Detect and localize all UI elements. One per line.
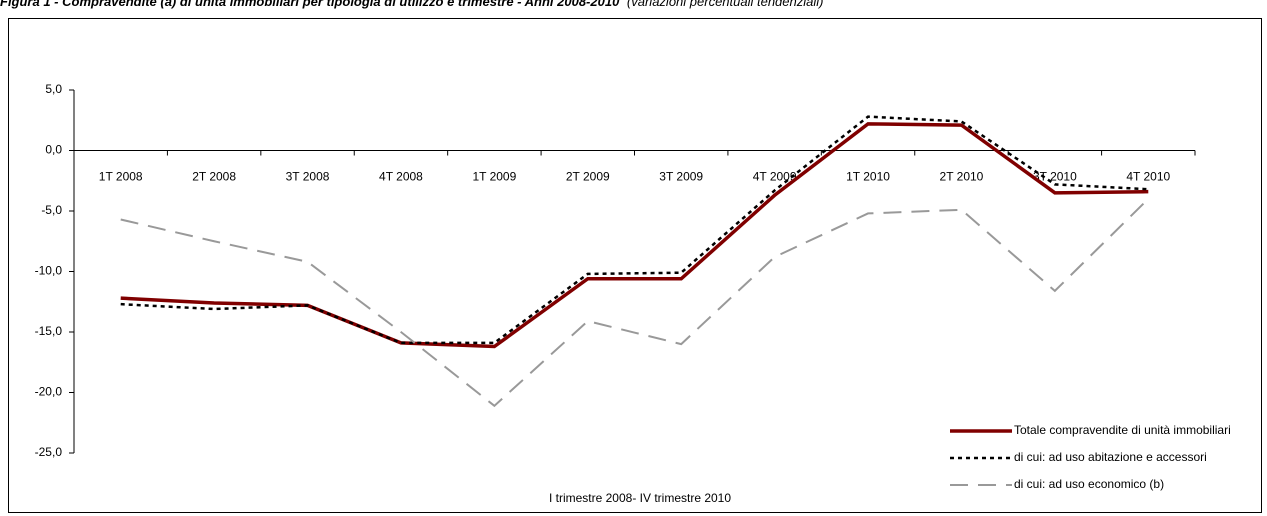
y-tick-label: -20,0 bbox=[35, 385, 63, 399]
chart-title: Figura 1 - Compravendite (a) di unità im… bbox=[0, 0, 620, 9]
y-tick-label: 5,0 bbox=[45, 82, 62, 96]
series-line bbox=[120, 115, 1149, 345]
x-tick-label: 1T 2009 bbox=[472, 170, 516, 184]
x-axis-label: I trimestre 2008- IV trimestre 2010 bbox=[549, 491, 731, 505]
x-tick-label: 3T 2010 bbox=[1033, 170, 1077, 184]
x-tick-label: 3T 2009 bbox=[659, 170, 703, 184]
legend-label: Totale compravendite di unità immobiliar… bbox=[1014, 423, 1231, 437]
x-tick-label: 1T 2008 bbox=[99, 170, 143, 184]
y-tick-label: -10,0 bbox=[35, 264, 63, 278]
chart-frame bbox=[8, 18, 1262, 513]
legend-label: di cui: ad uso abitazione e accessori bbox=[1014, 450, 1207, 464]
x-tick-label: 3T 2008 bbox=[286, 170, 330, 184]
chart-heading: Figura 1 - Compravendite (a) di unità im… bbox=[0, 0, 823, 9]
x-tick-label: 1T 2010 bbox=[846, 170, 890, 184]
y-tick-label: -5,0 bbox=[41, 203, 62, 217]
y-tick-label: 0,0 bbox=[45, 143, 62, 157]
x-tick-label: 2T 2008 bbox=[192, 170, 236, 184]
series-line bbox=[120, 198, 1149, 408]
y-tick-label: -15,0 bbox=[35, 324, 63, 338]
x-tick-label: 4T 2010 bbox=[1126, 170, 1170, 184]
series-line bbox=[120, 122, 1149, 349]
x-tick-label: 2T 2010 bbox=[940, 170, 984, 184]
y-tick-label: -25,0 bbox=[35, 445, 63, 459]
legend-label: di cui: ad uso economico (b) bbox=[1014, 477, 1164, 491]
x-tick-label: 4T 2008 bbox=[379, 170, 423, 184]
chart-subtitle: (variazioni percentuali tendenziali) bbox=[627, 0, 824, 9]
x-tick-label: 2T 2009 bbox=[566, 170, 610, 184]
